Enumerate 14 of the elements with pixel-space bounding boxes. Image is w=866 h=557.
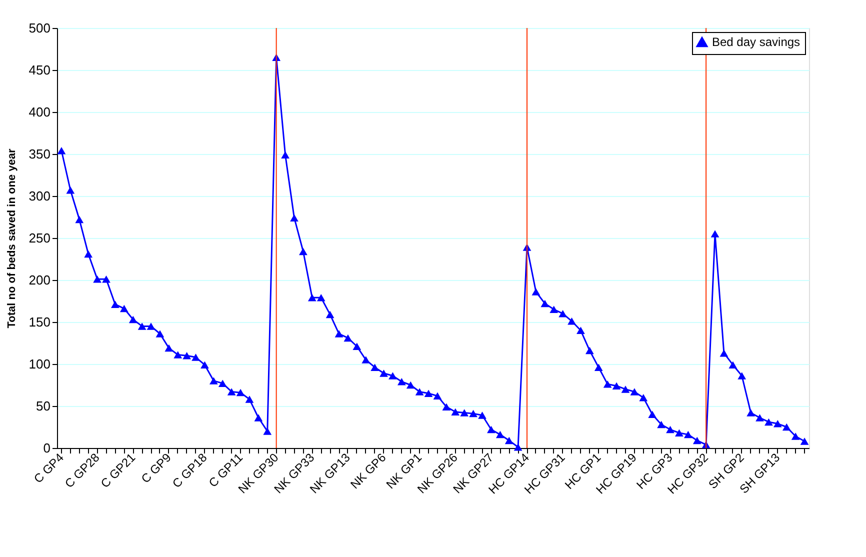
y-tick-label: 350 <box>28 146 50 162</box>
y-tick-label: 400 <box>28 104 50 120</box>
y-tick-label: 0 <box>43 440 50 456</box>
y-tick-label: 250 <box>28 230 50 246</box>
y-axis-title: Total no of beds saved in one year <box>6 148 18 328</box>
y-tick-label: 300 <box>28 188 50 204</box>
y-tick-label: 150 <box>28 314 50 330</box>
y-tick-label: 100 <box>28 356 50 372</box>
y-tick-label: 50 <box>36 398 50 414</box>
legend-label: Bed day savings <box>712 35 800 49</box>
y-tick-label: 500 <box>28 20 50 36</box>
x-tick-label: C GP9 <box>138 450 174 486</box>
y-tick-label: 450 <box>28 62 50 78</box>
y-tick-label: 200 <box>28 272 50 288</box>
